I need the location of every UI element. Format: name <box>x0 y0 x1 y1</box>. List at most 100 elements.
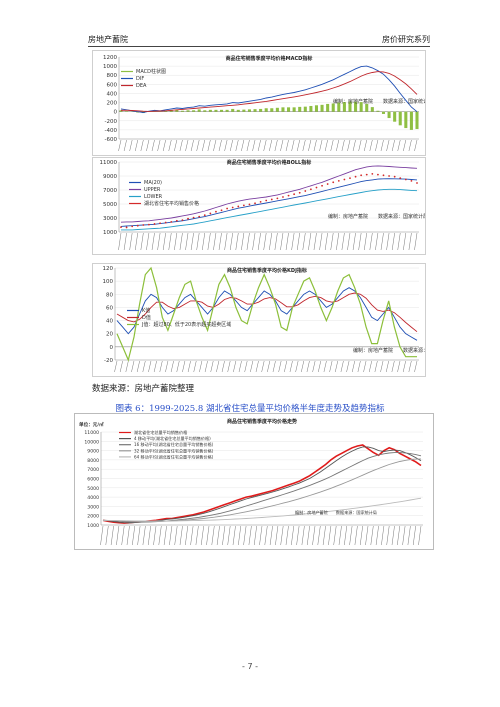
x-tick-mark <box>324 232 328 251</box>
x-tick-mark <box>397 139 401 152</box>
x-tick-mark <box>165 360 169 373</box>
series-line <box>120 65 418 114</box>
macd-bar <box>365 103 369 112</box>
series-line <box>121 188 418 231</box>
series-line <box>116 292 418 333</box>
y-tick-label: 8000 <box>87 458 99 464</box>
price-point <box>360 174 363 177</box>
x-tick-mark <box>336 232 340 251</box>
chart-note: 编制：房地产蓄院 数据来源：国家统计局 <box>328 213 425 220</box>
x-tick-mark <box>296 139 300 152</box>
x-tick-mark <box>119 360 123 373</box>
x-tick-mark <box>153 525 157 546</box>
x-tick-mark <box>285 232 289 251</box>
x-tick-mark <box>162 232 166 251</box>
x-tick-mark <box>229 232 233 251</box>
macd-bar <box>376 110 380 112</box>
x-tick-mark <box>140 139 144 152</box>
y-tick-label: 10000 <box>84 439 99 445</box>
legend-label: DEA <box>136 83 147 89</box>
x-tick-mark <box>174 139 178 152</box>
x-tick-mark <box>370 525 374 546</box>
x-tick-mark <box>312 360 316 373</box>
x-tick-mark <box>408 360 412 373</box>
y-tick-label: 6000 <box>87 477 99 483</box>
x-tick-mark <box>319 139 323 152</box>
y-tick-label: 120 <box>103 266 114 272</box>
macd-bar <box>415 111 419 129</box>
x-tick-mark <box>241 232 245 251</box>
x-tick-mark <box>275 525 279 546</box>
macd-bar <box>309 105 313 112</box>
x-tick-mark <box>259 525 263 546</box>
x-tick-mark <box>250 360 254 373</box>
price-point <box>131 225 134 228</box>
x-tick-mark <box>174 232 178 251</box>
x-tick-mark <box>179 525 183 546</box>
x-tick-mark <box>190 232 194 251</box>
y-tick-label: 3000 <box>103 216 117 222</box>
x-tick-mark <box>402 360 406 373</box>
boll-chart-svg: 11000 9000 7000 5000 3000 1000 商品住宅销售季度平均价格BOL… <box>100 159 425 251</box>
price-point <box>192 216 195 219</box>
macd-bar <box>220 109 224 112</box>
x-tick-mark <box>346 360 350 373</box>
x-tick-mark <box>146 139 150 152</box>
x-tick-mark <box>295 360 299 373</box>
x-tick-mark <box>349 525 353 546</box>
macd-bar <box>264 108 268 112</box>
price-point <box>248 203 251 206</box>
page-number: - 7 - <box>242 662 258 671</box>
price-point <box>321 184 323 187</box>
y-tick-label: 2000 <box>87 514 99 520</box>
price-point <box>175 219 178 222</box>
x-tick-mark <box>243 525 247 546</box>
x-tick-mark <box>308 232 312 251</box>
x-tick-mark <box>352 139 356 152</box>
series-line <box>102 444 422 524</box>
x-tick-mark <box>341 139 345 152</box>
x-tick-mark <box>123 232 127 251</box>
macd-bar <box>270 108 274 112</box>
y-tick-label: -600 <box>105 137 118 143</box>
macd-bar <box>320 104 324 112</box>
x-tick-mark <box>263 232 267 251</box>
macd-bar <box>348 101 352 112</box>
x-tick-mark <box>402 525 406 546</box>
series-line <box>102 497 422 522</box>
macd-bar <box>359 102 363 112</box>
x-tick-mark <box>302 139 306 152</box>
y-tick-label: 800 <box>107 73 118 79</box>
x-tick-mark <box>207 232 211 251</box>
x-tick-mark <box>246 139 250 152</box>
x-tick-mark <box>380 232 384 251</box>
x-tick-mark <box>157 139 161 152</box>
x-tick-mark <box>280 139 284 152</box>
x-tick-mark <box>391 360 395 373</box>
x-tick-mark <box>146 232 150 251</box>
macd-bar <box>387 111 391 119</box>
x-tick-mark <box>185 139 189 152</box>
macd-bar <box>259 108 263 112</box>
x-tick-mark <box>280 232 284 251</box>
x-tick-mark <box>136 360 140 373</box>
x-tick-mark <box>397 360 401 373</box>
header-right-text: 房价研究系列 <box>382 35 430 44</box>
x-tick-mark <box>199 360 203 373</box>
price-point <box>382 174 385 177</box>
y-tick-label: 20 <box>106 332 113 338</box>
x-tick-mark <box>354 525 358 546</box>
x-tick-mark <box>358 232 362 251</box>
price-point <box>293 193 296 196</box>
x-tick-mark <box>118 232 122 251</box>
x-tick-mark <box>151 232 155 251</box>
price-point <box>242 204 245 207</box>
x-tick-mark <box>238 525 242 546</box>
macd-bar <box>253 109 257 112</box>
x-tick-mark <box>196 232 200 251</box>
macd-bar <box>331 103 335 112</box>
x-tick-mark <box>182 360 186 373</box>
x-tick-mark <box>358 139 362 152</box>
x-tick-mark <box>142 525 146 546</box>
x-tick-mark <box>204 360 208 373</box>
